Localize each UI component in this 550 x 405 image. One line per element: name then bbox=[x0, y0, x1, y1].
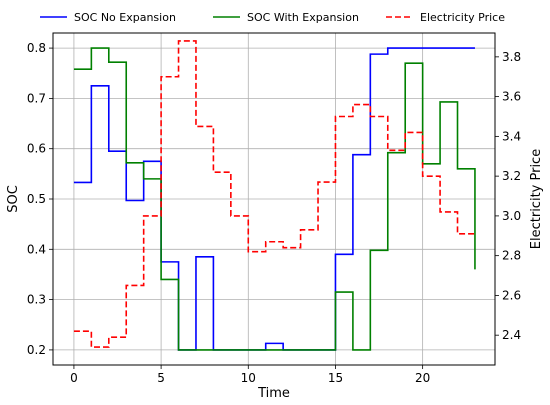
y2-tick-label-4: 3.2 bbox=[502, 169, 521, 183]
series-line-2 bbox=[73, 40, 475, 348]
legend: SOC No Expansion SOC With Expansion Electr… bbox=[40, 11, 505, 24]
y-tick-label-3: 0.5 bbox=[27, 192, 46, 206]
x-tick-label-4: 20 bbox=[415, 371, 430, 385]
x-axis-title: Time bbox=[257, 386, 290, 401]
series-layer bbox=[73, 40, 476, 351]
y-axis-right: 2.4 2.6 2.8 3.0 3.2 3.4 3.6 3.8 bbox=[495, 50, 521, 342]
y-tick-label-6: 0.8 bbox=[27, 41, 46, 55]
y-axis-title: SOC bbox=[6, 185, 21, 213]
y2-tick-label-0: 2.4 bbox=[502, 328, 521, 342]
y2-tick-label-7: 3.8 bbox=[502, 50, 521, 64]
x-axis: 0 5 10 15 20 bbox=[70, 365, 430, 385]
y-tick-label-2: 0.4 bbox=[27, 242, 46, 256]
y2-tick-label-5: 3.4 bbox=[502, 129, 521, 143]
y2-tick-label-6: 3.6 bbox=[502, 90, 521, 104]
legend-label-0: SOC No Expansion bbox=[74, 11, 176, 24]
y2-tick-label-1: 2.6 bbox=[502, 288, 521, 302]
series-line-1 bbox=[73, 47, 476, 351]
y-tick-label-1: 0.3 bbox=[27, 293, 46, 307]
x-tick-label-0: 0 bbox=[70, 371, 78, 385]
y-tick-label-5: 0.7 bbox=[27, 91, 46, 105]
legend-label-2: Electricity Price bbox=[420, 11, 505, 24]
y-axis-left: 0.2 0.3 0.4 0.5 0.6 0.7 0.8 bbox=[27, 41, 53, 357]
y-tick-label-0: 0.2 bbox=[27, 343, 46, 357]
x-tick-label-2: 10 bbox=[241, 371, 256, 385]
y2-tick-label-3: 3.0 bbox=[502, 209, 521, 223]
x-tick-label-1: 5 bbox=[157, 371, 165, 385]
y2-axis-title: Electricity Price bbox=[529, 149, 544, 249]
y-tick-label-4: 0.6 bbox=[27, 142, 46, 156]
legend-label-1: SOC With Expansion bbox=[247, 11, 359, 24]
y2-tick-label-2: 2.8 bbox=[502, 249, 521, 263]
x-tick-label-3: 15 bbox=[328, 371, 343, 385]
